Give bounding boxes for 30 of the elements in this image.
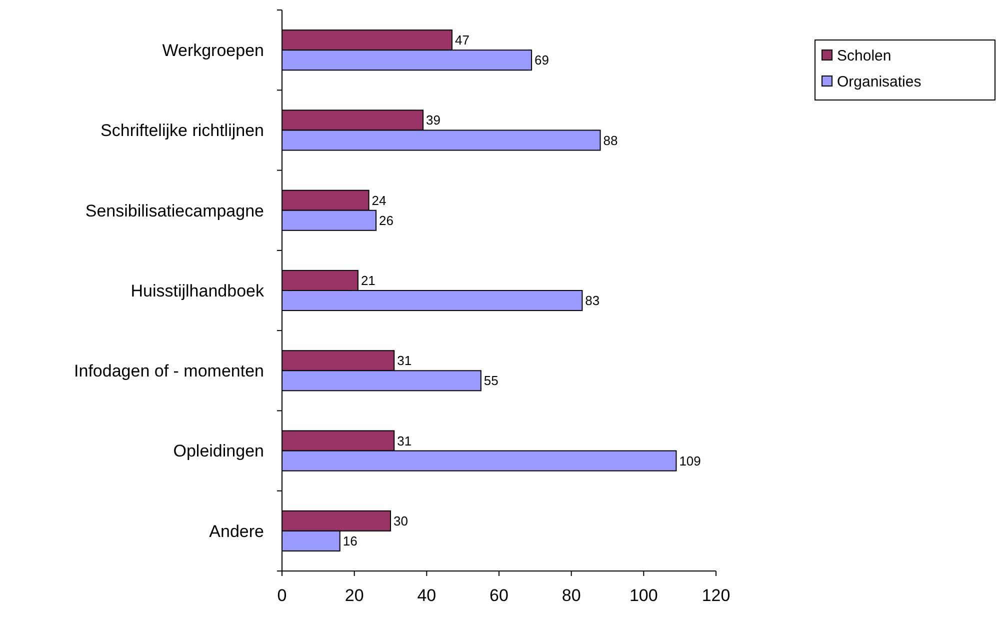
data-label: 109 [679,453,701,468]
data-label: 88 [603,132,618,148]
data-label: 55 [484,373,498,388]
x-tick-label: 100 [629,586,658,605]
data-label: 69 [534,52,550,68]
y-tick-label: Schriftelijke richtlijnen [100,121,264,140]
legend-label: Organisaties [837,73,922,90]
data-label: 24 [372,192,386,208]
x-tick-label: 120 [702,586,730,605]
y-tick-label: Sensibilisatiecampagne [85,201,264,220]
data-label: 39 [426,112,441,128]
x-tick-label: 80 [562,586,581,605]
y-tick-label: Werkgroepen [162,41,264,60]
data-label: 21 [360,273,376,288]
legend-label: Scholen [837,47,892,64]
data-label: 31 [397,433,412,448]
y-tick-label: Huisstijlhandboek [130,281,264,300]
data-label: 30 [394,513,408,528]
data-label: 47 [454,32,470,48]
data-label: 16 [342,533,358,548]
y-tick-label: Infodagen of - momenten [74,362,264,381]
x-tick-label: 60 [490,586,508,605]
x-tick-label: 0 [277,586,287,605]
y-tick-label: Andere [209,522,264,541]
y-tick-label: Opleidingen [173,442,264,461]
x-tick-label: 20 [344,586,364,605]
data-label: 83 [585,293,600,308]
data-label: 26 [379,212,394,228]
data-label: 31 [397,353,412,368]
x-tick-label: 40 [417,586,436,605]
